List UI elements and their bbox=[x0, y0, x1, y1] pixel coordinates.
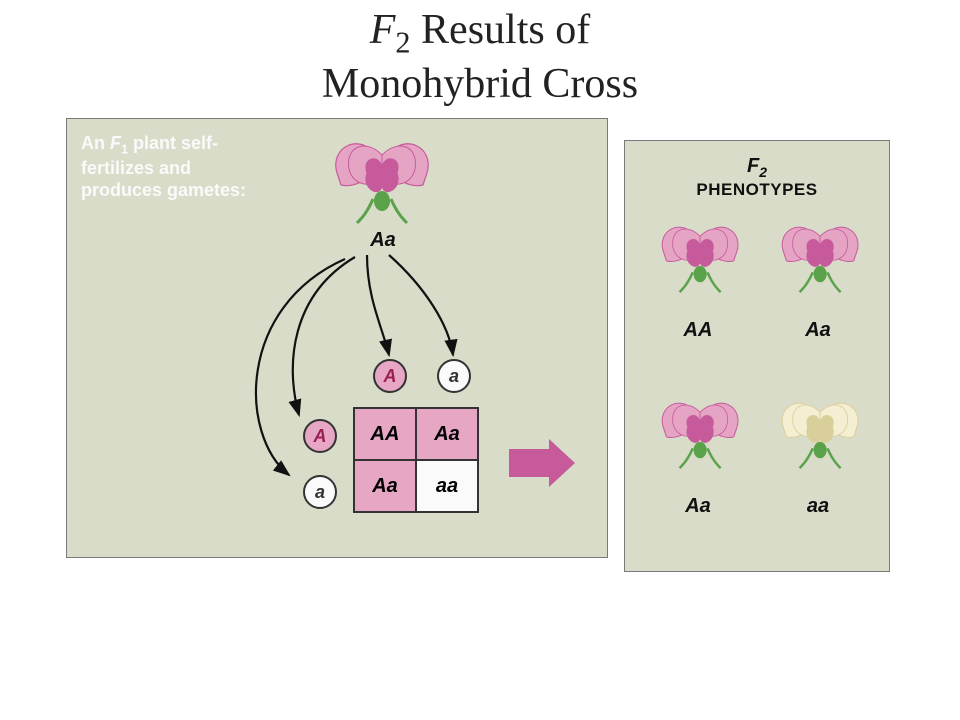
title-rest: Results of bbox=[411, 7, 591, 53]
title-line1: F2 Results of bbox=[370, 7, 590, 53]
result-arrow-body bbox=[509, 449, 549, 477]
ph-label-1: Aa bbox=[783, 319, 853, 342]
phenotype-flower-2 bbox=[655, 391, 745, 478]
phenotype-flower-0 bbox=[655, 215, 745, 302]
title-F: F bbox=[370, 7, 396, 53]
punnett-00: AA bbox=[354, 408, 416, 460]
phenotypes-heading: F2 PHENOTYPES bbox=[625, 155, 889, 200]
phenotype-flower-3 bbox=[775, 391, 865, 478]
punnett-11: aa bbox=[416, 460, 478, 512]
ph-label-2: Aa bbox=[663, 495, 733, 518]
panel-f1-cross: An F1 plant self-fertilizes and produces… bbox=[66, 118, 608, 558]
punnett-square: AA Aa Aa aa bbox=[353, 407, 479, 513]
phenotype-flower-1 bbox=[775, 215, 865, 302]
parent-flower bbox=[327, 129, 437, 234]
desc-sub: 1 bbox=[121, 143, 128, 157]
ph-word: PHENOTYPES bbox=[696, 180, 817, 199]
panel-f2-phenotypes: F2 PHENOTYPES bbox=[624, 140, 890, 572]
gamete-left-A: A bbox=[303, 419, 337, 453]
diagram-stage: An F1 plant self-fertilizes and produces… bbox=[66, 118, 894, 588]
gamete-left-a: a bbox=[303, 475, 337, 509]
desc-F: F bbox=[110, 133, 121, 153]
result-arrow-head bbox=[549, 439, 575, 487]
ph-F: F bbox=[747, 155, 759, 177]
title-line2: Monohybrid Cross bbox=[322, 61, 638, 107]
page-title: F2 Results of Monohybrid Cross bbox=[0, 0, 960, 108]
punnett-01: Aa bbox=[416, 408, 478, 460]
description-text: An F1 plant self-fertilizes and produces… bbox=[81, 133, 251, 202]
punnett-10: Aa bbox=[354, 460, 416, 512]
gamete-top-a: a bbox=[437, 359, 471, 393]
ph-sub: 2 bbox=[759, 164, 767, 180]
desc-a: An bbox=[81, 133, 110, 153]
gamete-top-A: A bbox=[373, 359, 407, 393]
title-sub: 2 bbox=[395, 25, 410, 59]
parent-genotype: Aa bbox=[353, 229, 413, 252]
ph-label-3: aa bbox=[783, 495, 853, 518]
ph-label-0: AA bbox=[663, 319, 733, 342]
